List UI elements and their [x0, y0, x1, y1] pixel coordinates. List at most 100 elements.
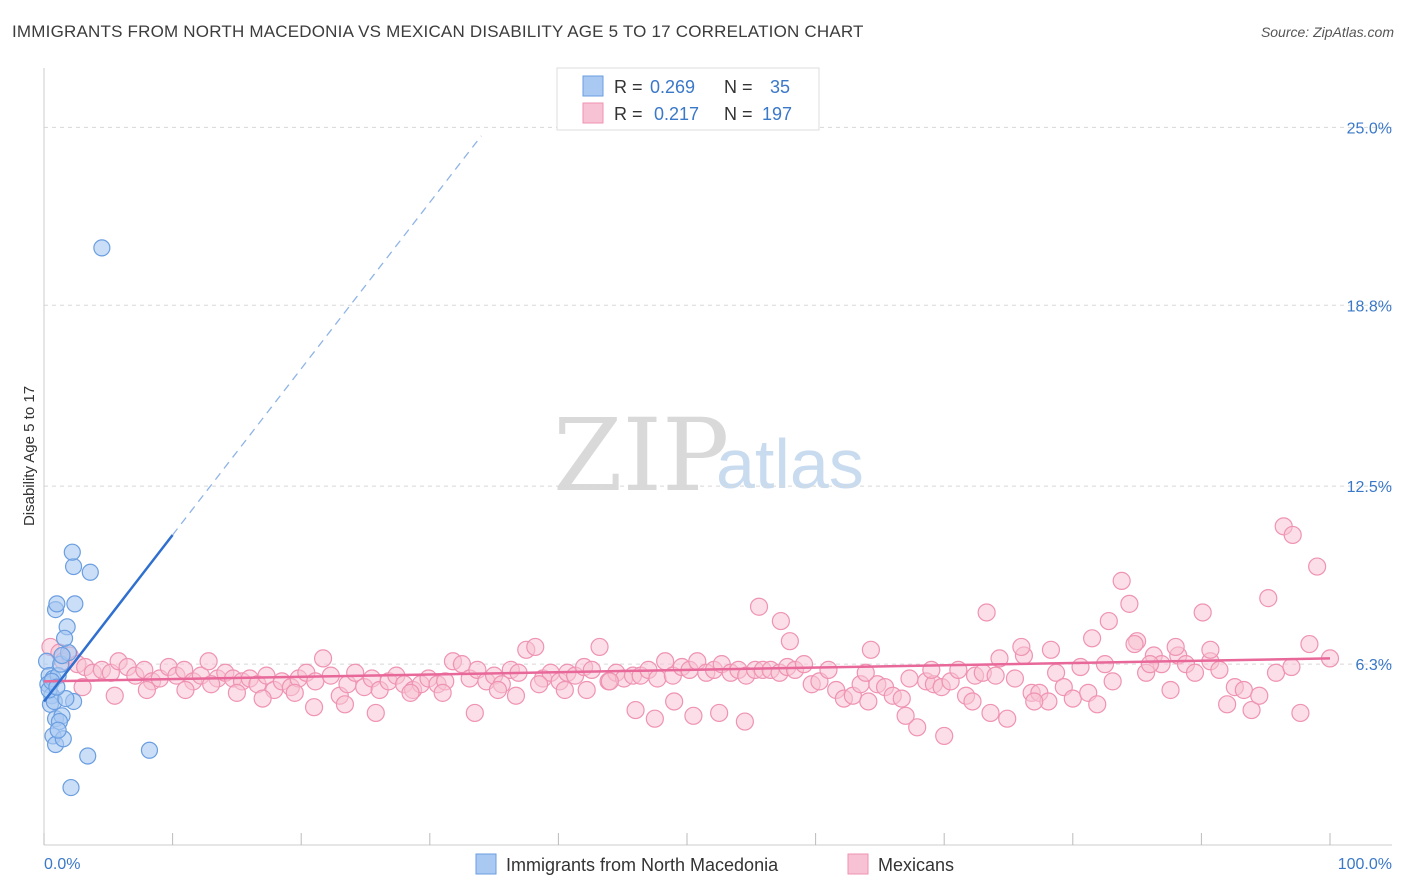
north-macedonia-point	[37, 652, 56, 670]
north-macedonia-trend-extension	[172, 135, 482, 536]
mexicans-point	[1140, 655, 1160, 674]
north-macedonia-point	[66, 595, 84, 613]
watermark-zip: ZIP	[553, 397, 729, 514]
mexicans-point	[819, 660, 838, 679]
mexicans-point	[665, 692, 684, 711]
bottom-legend-swatch-pink	[847, 853, 869, 875]
y-tick-label: 6.3%	[1356, 657, 1392, 674]
mexicans-point	[981, 703, 1000, 723]
y-tick-label: 25.0%	[1347, 120, 1392, 137]
mexicans-trend-line	[43, 657, 1331, 683]
mexicans-point	[488, 680, 508, 700]
legend-n-label-2: N =	[724, 104, 753, 124]
mexicans-point	[626, 700, 645, 720]
source-label: Source: ZipAtlas.com	[1260, 24, 1394, 40]
north-macedonia-point	[79, 747, 97, 765]
series-legend: Immigrants from North Macedonia Mexicans	[475, 853, 954, 875]
north-macedonia-point	[53, 646, 71, 665]
mexicans-point	[1099, 611, 1118, 631]
north-macedonia-point	[57, 689, 75, 708]
bottom-legend-label-2: Mexicans	[878, 855, 954, 875]
mexicans-point	[780, 632, 799, 651]
mexicans-point	[977, 603, 996, 622]
mexicans-point	[794, 655, 814, 674]
stats-legend: R = 0.269 N = 35 R = 0.217 N = 197	[556, 67, 820, 131]
mexicans-point	[401, 683, 420, 702]
mexicans-point	[710, 703, 729, 723]
north-macedonia-points	[37, 239, 159, 797]
mexicans-point	[253, 689, 272, 708]
mexicans-point	[1193, 603, 1212, 622]
mexicans-point	[176, 680, 195, 700]
y-tick-label: 12.5%	[1347, 479, 1392, 496]
mexicans-point	[648, 669, 667, 688]
mexicans-point	[1291, 703, 1310, 723]
mexicans-point	[137, 680, 156, 700]
mexicans-points	[41, 517, 1340, 746]
mexicans-point	[892, 689, 911, 708]
mexicans-point	[1166, 637, 1185, 657]
mexicans-point	[1041, 640, 1061, 659]
north-macedonia-point	[62, 778, 80, 797]
mexicans-point	[1103, 672, 1122, 691]
mexicans-point	[859, 692, 878, 711]
mexicans-point	[1185, 663, 1205, 682]
mexicans-point	[990, 649, 1009, 668]
x-tick-label-max: 100.0%	[1338, 856, 1392, 873]
legend-n-label-1: N =	[724, 77, 753, 97]
mexicans-point	[998, 709, 1017, 728]
legend-r-label-1: R =	[614, 77, 643, 97]
mexicans-point	[1234, 680, 1253, 700]
north-macedonia-point	[49, 721, 67, 739]
mexicans-point	[1250, 686, 1269, 705]
gridlines	[44, 126, 1392, 665]
mexicans-point	[1283, 525, 1302, 545]
mexicans-point	[1308, 557, 1327, 576]
mexicans-point	[771, 611, 790, 631]
legend-swatch-blue	[582, 75, 604, 97]
mexicans-point	[986, 666, 1005, 685]
mexicans-point	[506, 686, 526, 705]
mexicans-point	[73, 678, 92, 697]
mexicans-point	[335, 695, 355, 714]
legend-swatch-pink	[582, 102, 604, 124]
mexicans-point	[199, 652, 218, 671]
mexicans-point	[1218, 695, 1237, 714]
mexicans-point	[1112, 571, 1131, 590]
mexicans-point	[684, 706, 703, 725]
y-tick-label: 18.8%	[1347, 298, 1392, 315]
north-macedonia-point	[64, 557, 83, 576]
mexicans-point	[645, 709, 664, 728]
legend-r-label-2: R =	[614, 104, 643, 124]
mexicans-point	[526, 637, 545, 657]
y-axis-label: Disability Age 5 to 17	[21, 386, 38, 526]
legend-r-value-1: 0.269	[650, 77, 695, 97]
mexicans-point	[1210, 660, 1229, 679]
mexicans-point	[1095, 655, 1115, 674]
legend-n-value-1: 35	[770, 77, 790, 97]
mexicans-point	[922, 660, 941, 679]
x-tick-label-min: 0.0%	[44, 856, 80, 873]
mexicans-point	[735, 712, 754, 731]
mexicans-point	[1201, 640, 1220, 659]
legend-r-value-2: 0.217	[654, 104, 699, 124]
mexicans-point	[935, 726, 954, 746]
legend-n-value-2: 197	[762, 104, 792, 124]
mexicans-point	[856, 663, 875, 682]
chart-title: IMMIGRANTS FROM NORTH MACEDONIA VS MEXIC…	[12, 22, 864, 41]
mexicans-point	[749, 597, 769, 616]
mexicans-point	[896, 706, 915, 725]
mexicans-point	[1082, 629, 1102, 648]
north-macedonia-point	[81, 563, 99, 581]
north-macedonia-trend-line	[43, 534, 174, 703]
mexicans-point	[1071, 657, 1090, 677]
mexicans-point	[1125, 634, 1144, 654]
mexicans-point	[105, 686, 124, 705]
mexicans-point	[1300, 634, 1319, 654]
mexicans-point	[577, 680, 596, 700]
mexicans-point	[1259, 589, 1278, 608]
mexicans-point	[590, 637, 609, 657]
mexicans-point	[582, 660, 601, 679]
mexicans-point	[900, 669, 919, 688]
